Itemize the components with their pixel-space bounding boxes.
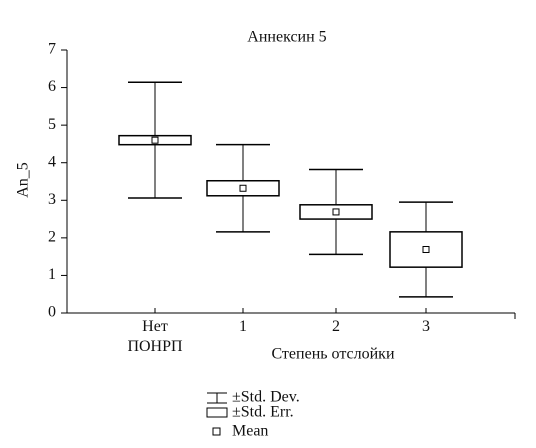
legend-symbols xyxy=(206,392,228,436)
x-tick-label: 2 xyxy=(332,318,340,335)
mean-marker xyxy=(332,208,340,216)
y-tick-label: 3 xyxy=(48,191,56,208)
legend-label: ±Std. Dev. xyxy=(232,389,300,406)
y-tick-label: 0 xyxy=(48,304,56,321)
y-tick-label: 5 xyxy=(48,116,56,133)
x-tick-label: 1 xyxy=(239,318,247,335)
mean-marker xyxy=(422,246,430,254)
chart-title: Аннексин 5 xyxy=(247,29,326,46)
mean-marker xyxy=(239,184,247,192)
y-tick-label: 7 xyxy=(48,41,56,58)
mean-marker xyxy=(151,136,159,144)
y-tick-label: 1 xyxy=(48,266,56,283)
legend-label: Mean xyxy=(232,423,268,440)
y-tick-label: 2 xyxy=(48,229,56,246)
x-tick-label: 3 xyxy=(422,318,430,335)
y-tick-label: 6 xyxy=(48,78,56,95)
x-tick-label: Нет ПОНРП xyxy=(127,318,183,355)
legend-label: ±Std. Err. xyxy=(232,404,294,421)
x-axis-label: Степень отслойки xyxy=(271,346,394,363)
y-axis-label: An_5 xyxy=(15,162,32,198)
y-tick-label: 4 xyxy=(48,153,56,170)
